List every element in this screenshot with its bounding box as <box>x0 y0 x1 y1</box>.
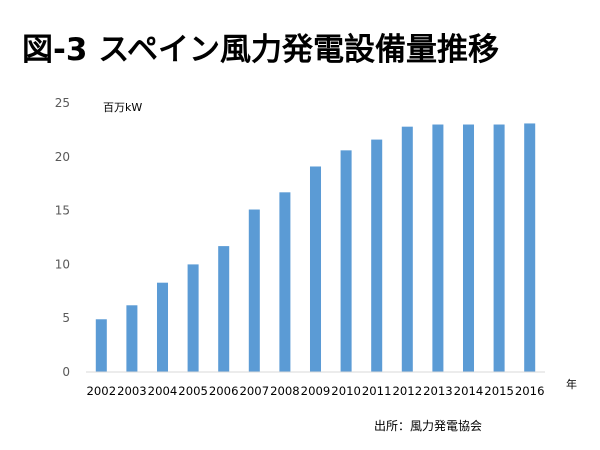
x-tick-label: 2007 <box>240 384 270 398</box>
x-tick-label: 2011 <box>362 384 392 398</box>
x-tick-label: 2008 <box>270 384 300 398</box>
bar-2003 <box>126 305 138 372</box>
x-tick-label: 2010 <box>331 384 361 398</box>
y-axis-label: 百万kW <box>103 101 142 114</box>
x-tick-label: 2016 <box>515 384 545 398</box>
bar-2010 <box>340 150 352 372</box>
bar-2005 <box>187 264 199 372</box>
y-tick-label: 5 <box>62 311 70 325</box>
x-tick-label: 2004 <box>148 384 178 398</box>
x-tick-label: 2013 <box>423 384 453 398</box>
bar-2014 <box>462 124 475 373</box>
source-note: 出所：風力発電協会 <box>374 419 483 433</box>
x-tick-label: 2014 <box>454 384 484 398</box>
bar-2013 <box>432 124 444 373</box>
x-tick-label: 2015 <box>484 384 514 398</box>
bar-2006 <box>218 246 230 372</box>
y-tick-label: 0 <box>62 365 70 379</box>
bar-2009 <box>309 166 322 372</box>
x-tick-label: 2003 <box>117 384 147 398</box>
y-tick-label: 25 <box>55 96 70 110</box>
y-tick-label: 20 <box>55 150 70 164</box>
bar-2011 <box>371 139 383 372</box>
bar-2012 <box>401 126 413 372</box>
chart-title: 図-3 スペイン風力発電設備量推移 <box>22 32 500 68</box>
y-tick-label: 10 <box>55 257 70 271</box>
y-tick-label: 15 <box>55 204 70 218</box>
bar-2004 <box>156 282 169 372</box>
bar-2007 <box>248 209 260 372</box>
bar-2002 <box>95 319 107 372</box>
bar-2016 <box>524 123 536 372</box>
x-tick-label: 2002 <box>87 384 117 398</box>
x-axis-label: 年 <box>566 377 577 391</box>
bar-2015 <box>493 124 505 373</box>
bar-2008 <box>279 192 291 372</box>
x-tick-label: 2009 <box>301 384 331 398</box>
x-tick-label: 2012 <box>393 384 423 398</box>
x-tick-label: 2005 <box>178 384 208 398</box>
x-tick-label: 2006 <box>209 384 239 398</box>
